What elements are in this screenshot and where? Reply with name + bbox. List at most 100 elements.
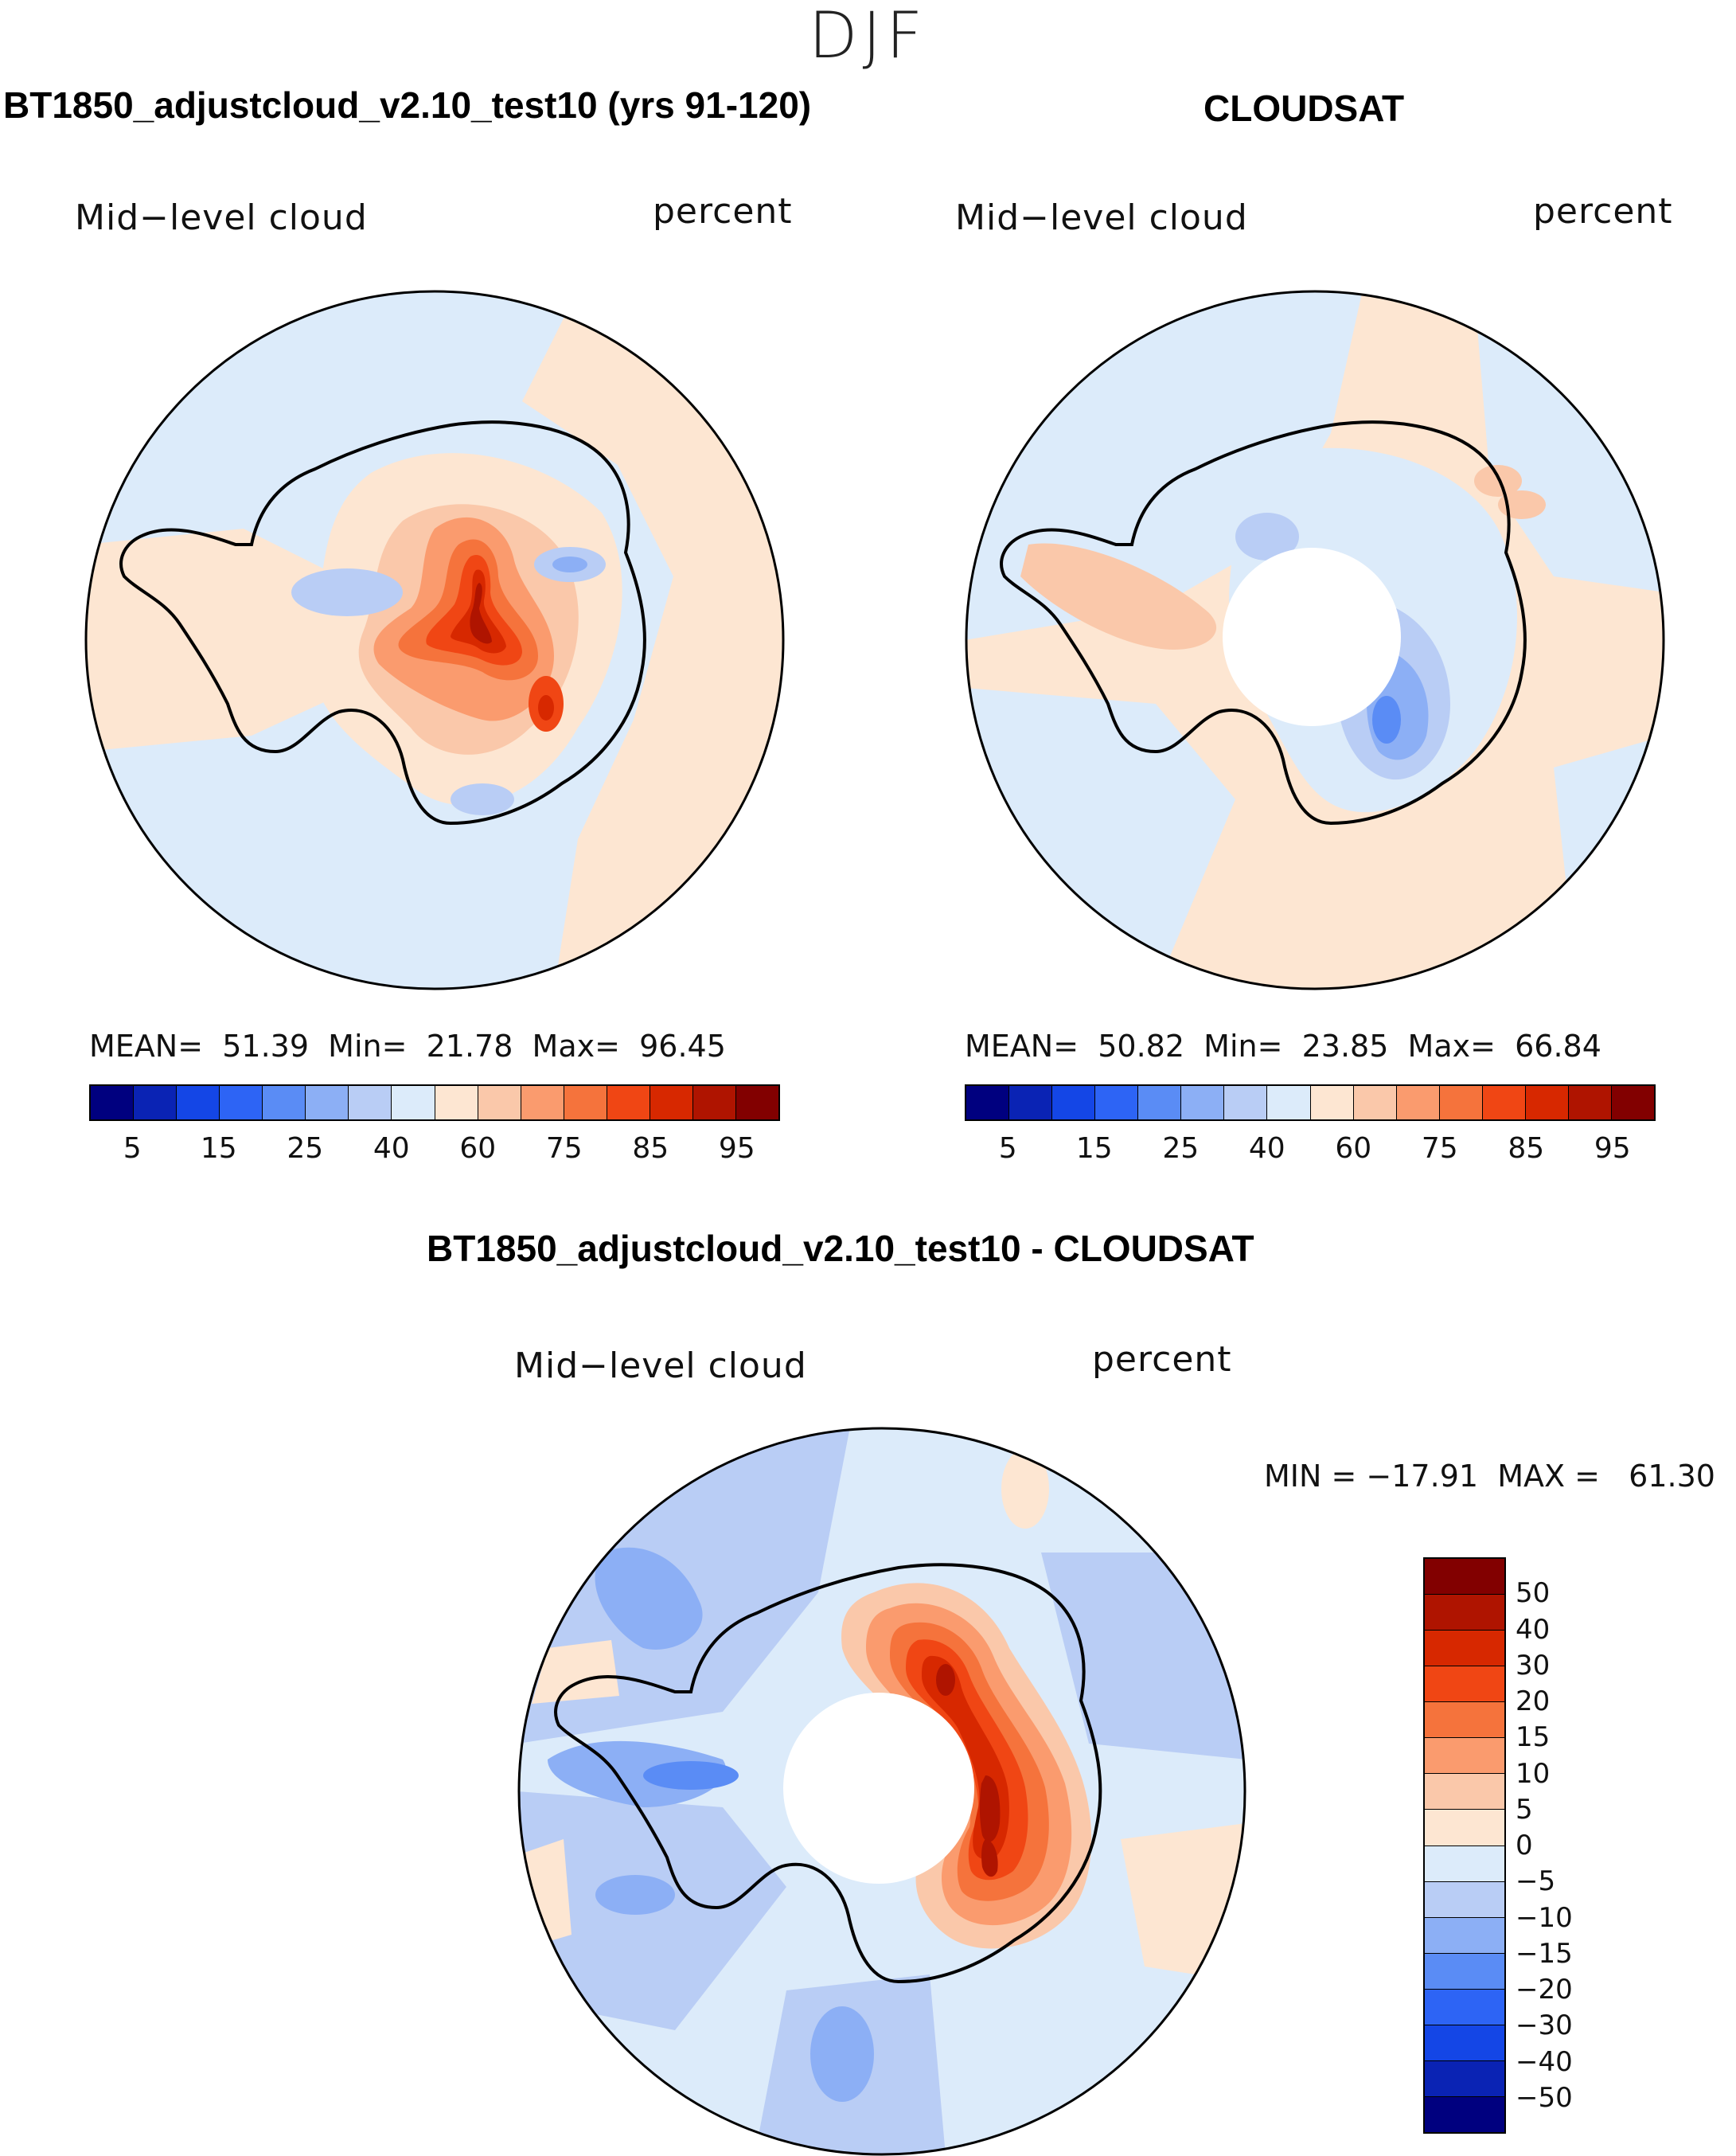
obs-map-boundary	[965, 290, 1665, 990]
colorbar-cell	[1482, 1086, 1526, 1119]
colorbar-tick-label: 5	[998, 1132, 1017, 1165]
model-panel-title: BT1850_adjustcloud_v2.10_test10 (yrs 91-…	[3, 84, 812, 126]
obs-missing-polar-cap	[1223, 548, 1401, 726]
obs-variable-label: Mid−level cloud	[955, 197, 1248, 238]
colorbar-cell	[1425, 2025, 1504, 2061]
colorbar-cell	[435, 1086, 478, 1119]
colorbar-tick-label: 50	[1516, 1577, 1551, 1610]
model-blue-anomaly-1	[291, 568, 403, 616]
colorbar-cell	[1009, 1086, 1053, 1119]
colorbar-cell	[1138, 1086, 1182, 1119]
colorbar-cell	[1425, 1989, 1504, 2025]
colorbar-tick-label: −30	[1516, 2010, 1573, 2042]
colorbar-cell	[1425, 1774, 1504, 1810]
diff-variable-label: Mid−level cloud	[514, 1346, 807, 1386]
obs-panel-title: CLOUDSAT	[1203, 88, 1405, 129]
colorbar-tick-label: −10	[1516, 1901, 1573, 1934]
colorbar-cell	[134, 1086, 178, 1119]
colorbar-tick-label: −40	[1516, 2045, 1573, 2078]
colorbar-cell	[966, 1086, 1010, 1119]
colorbar-tick-label: 15	[200, 1132, 237, 1165]
colorbar-cell	[564, 1086, 607, 1119]
colorbar-tick-label: 25	[287, 1132, 324, 1165]
colorbar-tick-label: 95	[718, 1132, 755, 1165]
colorbar-tick-label: 15	[1075, 1132, 1113, 1165]
colorbar-tick-label: −20	[1516, 1974, 1573, 2006]
colorbar-cell	[1425, 1810, 1504, 1846]
colorbar-tick-label: 60	[1335, 1132, 1372, 1165]
colorbar-cell	[650, 1086, 693, 1119]
colorbar-tick-label: 75	[1421, 1132, 1458, 1165]
colorbar-cell	[1310, 1086, 1354, 1119]
colorbar-tick-label: −50	[1516, 2081, 1573, 2114]
colorbar-tick-label: 5	[123, 1132, 142, 1165]
model-contour-6	[470, 583, 492, 644]
colorbar-cell	[1611, 1086, 1654, 1119]
colorbar-tick-label: 95	[1594, 1132, 1631, 1165]
colorbar-tick-label: 75	[545, 1132, 583, 1165]
model-stats: MEAN= 51.39 Min= 21.78 Max= 96.45	[89, 1029, 726, 1064]
colorbar-tick-label: 15	[1516, 1721, 1551, 1754]
colorbar-cell	[1425, 1953, 1504, 1990]
colorbar-cell	[91, 1086, 135, 1119]
obs-units-label: percent	[1533, 191, 1673, 232]
colorbar-tick-label: 20	[1516, 1685, 1551, 1717]
colorbar-cell	[1439, 1086, 1483, 1119]
colorbar-tick-label: 40	[1248, 1132, 1285, 1165]
model-colorbar	[89, 1084, 780, 1121]
obs-stats: MEAN= 50.82 Min= 23.85 Max= 66.84	[965, 1029, 1601, 1064]
colorbar-cell	[1267, 1086, 1311, 1119]
colorbar-cell	[1425, 1666, 1504, 1703]
model-orange-sector	[522, 291, 783, 989]
model-colorbar-ticks: 5 15 25 40 60 75 85 95	[89, 1132, 780, 1172]
model-units-label: percent	[653, 191, 793, 232]
colorbar-cell	[1224, 1086, 1268, 1119]
colorbar-cell	[1095, 1086, 1139, 1119]
diff-stats: MIN = −17.91 MAX = 61.30	[1264, 1459, 1715, 1494]
colorbar-cell	[1052, 1086, 1096, 1119]
colorbar-cell	[263, 1086, 306, 1119]
colorbar-cell	[1181, 1086, 1225, 1119]
obs-map	[965, 290, 1665, 990]
colorbar-cell	[1425, 1702, 1504, 1739]
colorbar-cell	[1568, 1086, 1612, 1119]
colorbar-cell	[1425, 2060, 1504, 2097]
colorbar-cell	[1425, 1881, 1504, 1918]
colorbar-tick-label: −15	[1516, 1937, 1573, 1970]
colorbar-tick-label: 0	[1516, 1830, 1533, 1861]
diff-coastline	[554, 1563, 1102, 1984]
colorbar-cell	[1353, 1086, 1397, 1119]
obs-colorbar	[965, 1084, 1656, 1121]
colorbar-cell	[349, 1086, 392, 1119]
colorbar-cell	[1425, 1595, 1504, 1631]
obs-orange-peninsula	[1020, 543, 1217, 650]
colorbar-cell	[177, 1086, 220, 1119]
colorbar-tick-label: 85	[632, 1132, 669, 1165]
diff-panel-title: BT1850_adjustcloud_v2.10_test10 - CLOUDS…	[427, 1228, 1254, 1269]
colorbar-tick-label: 40	[1516, 1613, 1551, 1646]
diff-blue-contour	[548, 1740, 726, 1807]
diff-map	[517, 1427, 1246, 2156]
colorbar-cell	[1425, 2096, 1504, 2132]
colorbar-cell	[1425, 1559, 1504, 1596]
model-map-boundary	[84, 290, 785, 990]
colorbar-tick-label: 5	[1516, 1793, 1533, 1826]
colorbar-cell	[521, 1086, 564, 1119]
colorbar-cell	[1425, 1845, 1504, 1882]
colorbar-cell	[478, 1086, 521, 1119]
colorbar-tick-label: 60	[459, 1132, 497, 1165]
colorbar-tick-label: 25	[1162, 1132, 1200, 1165]
season-title: DJF	[808, 0, 928, 72]
colorbar-cell	[1425, 1917, 1504, 1954]
colorbar-cell	[1425, 1631, 1504, 1667]
colorbar-cell	[692, 1086, 736, 1119]
colorbar-cell	[306, 1086, 349, 1119]
model-coastline	[119, 420, 646, 826]
colorbar-tick-label: 85	[1508, 1132, 1545, 1165]
diff-colorbar-ticks: 50 40 30 20 15 10 5 0 −5 −10 −15 −20 −30 −40 −50	[1516, 1557, 1611, 2134]
colorbar-tick-label: −5	[1516, 1865, 1556, 1898]
colorbar-tick-label: 40	[373, 1132, 410, 1165]
colorbar-cell	[1525, 1086, 1569, 1119]
colorbar-cell	[607, 1086, 650, 1119]
obs-colorbar-ticks: 5 15 25 40 60 75 85 95	[965, 1132, 1656, 1172]
